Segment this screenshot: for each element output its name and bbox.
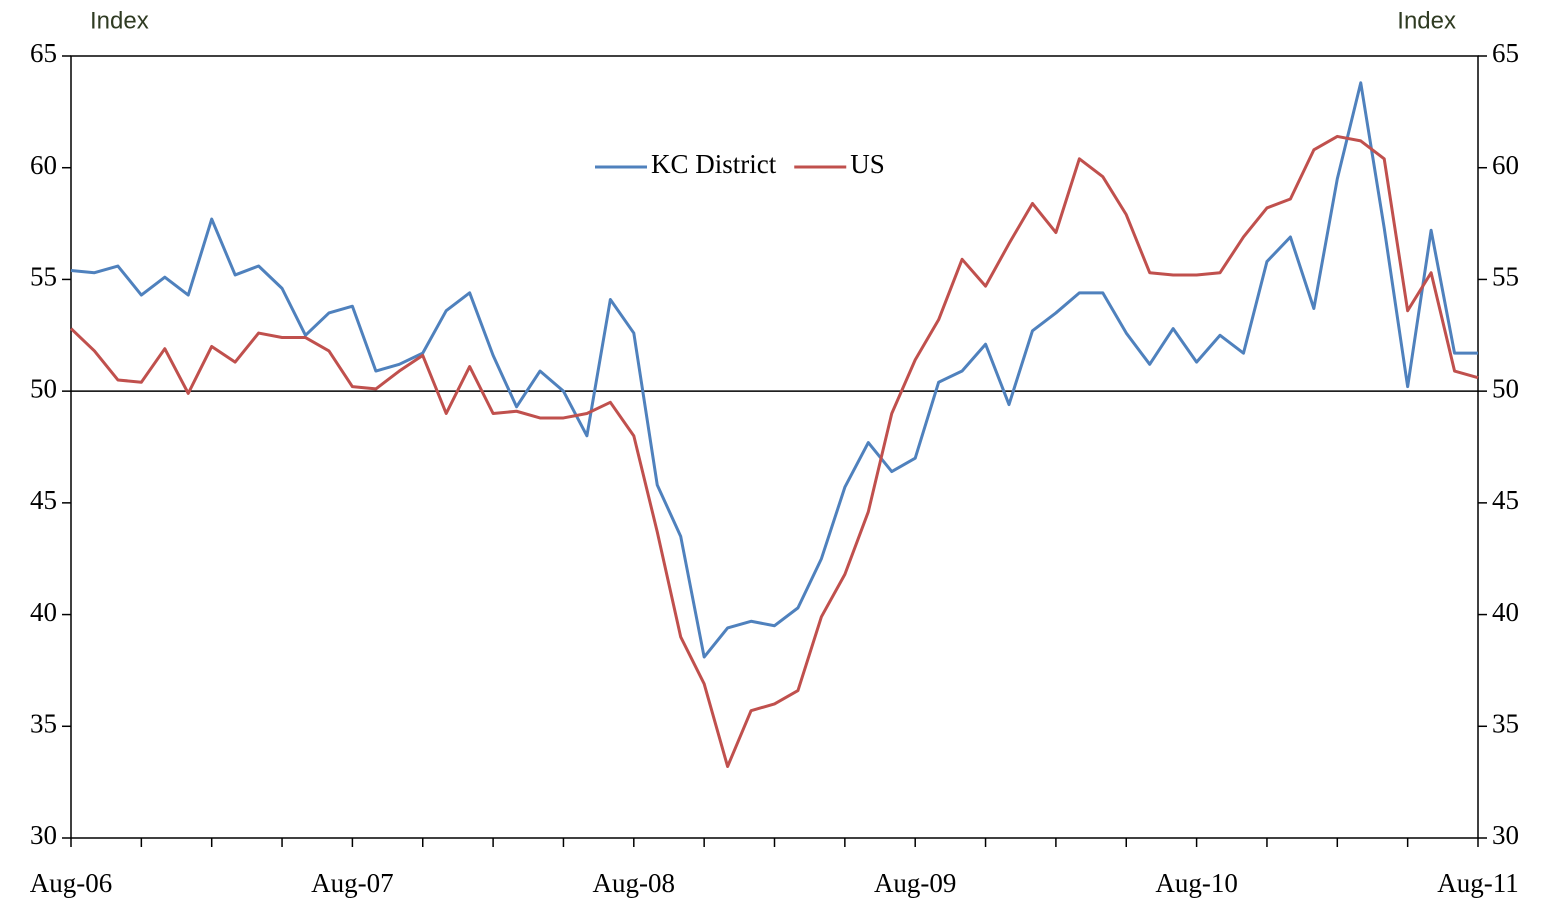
x-tick-label: Aug-06 — [30, 868, 113, 898]
legend-label: US — [850, 149, 885, 179]
y-tick-label: 30 — [30, 820, 57, 850]
y2-tick-label: 40 — [1492, 597, 1519, 627]
y2-tick-label: 45 — [1492, 485, 1519, 515]
x-tick-label: Aug-09 — [874, 868, 957, 898]
y-tick-label: 45 — [30, 485, 57, 515]
y-tick-label: 35 — [30, 708, 57, 738]
y2-tick-label: 65 — [1492, 38, 1519, 68]
y2-tick-label: 50 — [1492, 373, 1519, 403]
x-tick-label: Aug-10 — [1155, 868, 1238, 898]
series-line — [70, 81, 1478, 659]
y-tick-label: 50 — [30, 373, 57, 403]
y2-tick-label: 30 — [1492, 820, 1519, 850]
x-tick-label: Aug-11 — [1437, 868, 1519, 898]
y-tick-label: 65 — [30, 38, 57, 68]
y-tick-label: 60 — [30, 150, 57, 180]
x-tick-label: Aug-08 — [593, 868, 676, 898]
y-tick-label: 55 — [30, 262, 57, 292]
series-line — [69, 134, 1479, 768]
y2-tick-label: 55 — [1492, 262, 1519, 292]
y2-tick-label: 60 — [1492, 150, 1519, 180]
legend-label: KC District — [651, 149, 777, 179]
y-axis-label: Index — [90, 7, 149, 34]
y-tick-label: 40 — [30, 597, 57, 627]
y2-tick-label: 35 — [1492, 708, 1519, 738]
x-tick-label: Aug-07 — [311, 868, 394, 898]
y2-axis-label: Index — [1397, 7, 1456, 34]
